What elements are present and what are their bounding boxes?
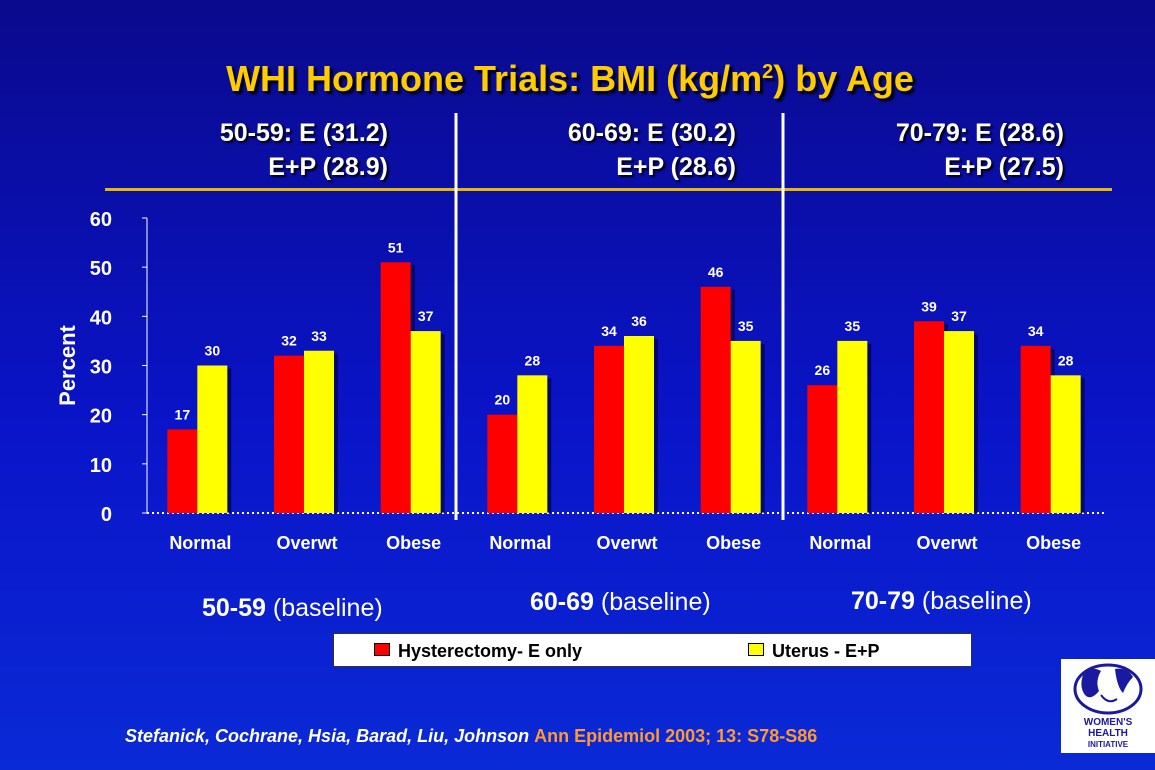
bar [807, 385, 838, 513]
bar [594, 345, 624, 513]
group-bmi-ep: E+P (27.5) [944, 153, 1064, 181]
baseline-label-50-59: 50-59 (baseline) [202, 594, 383, 622]
bar [197, 365, 228, 513]
data-label: 28 [1058, 352, 1074, 368]
bar [624, 336, 654, 513]
bar [1050, 375, 1081, 513]
bar [914, 321, 944, 513]
data-label: 34 [1028, 323, 1044, 339]
group-header-50-59: 50-59: E (31.2) E+P (28.9) [88, 116, 388, 184]
bar [944, 331, 974, 513]
bmi-bar-chart: 0 10 20 30 40 50 60 Percent 17 30 Normal 32 33 Overwt… [55, 209, 1085, 553]
baseline-label-70-79: 70-79 (baseline) [851, 587, 1032, 615]
data-label: 20 [495, 392, 511, 408]
data-label: 28 [525, 352, 541, 368]
data-label: 17 [175, 406, 191, 422]
data-label: 37 [418, 308, 434, 324]
x-tick-label: Normal [809, 533, 871, 553]
x-tick-label: Normal [489, 533, 551, 553]
group-bmi-ep: E+P (28.6) [616, 153, 736, 181]
group-bmi-ep: E+P (28.9) [268, 153, 388, 181]
data-label: 30 [205, 343, 221, 359]
data-label: 32 [281, 333, 297, 349]
y-tick-label: 10 [90, 455, 112, 477]
bar [700, 286, 731, 513]
legend-swatch-red [374, 643, 390, 656]
legend-swatch-yellow [748, 643, 764, 656]
citation: Stefanick, Cochrane, Hsia, Barad, Liu, J… [125, 726, 817, 747]
x-tick-label: Obese [706, 533, 761, 553]
logo-line2: HEALTH [1088, 728, 1128, 739]
baseline-label-60-69: 60-69 (baseline) [530, 588, 711, 616]
group-bmi-e: 50-59: E (31.2) [219, 119, 388, 147]
bar [730, 340, 761, 513]
chart-legend: Hysterectomy- E only Uterus - E+P [333, 633, 972, 667]
data-label: 39 [921, 298, 937, 314]
data-label: 37 [951, 308, 967, 324]
citation-journal: Ann Epidemiol 2003; 13: S78-S86 [534, 726, 818, 746]
citation-authors: Stefanick, Cochrane, Hsia, Barad, Liu, J… [125, 726, 530, 746]
y-tick-label: 0 [101, 504, 112, 526]
x-tick-label: Obese [386, 533, 441, 553]
bar [517, 375, 548, 513]
bar [167, 429, 198, 513]
y-tick-label: 60 [90, 209, 112, 231]
data-label: 35 [738, 318, 754, 334]
group-bmi-e: 70-79: E (28.6) [895, 119, 1064, 147]
data-label: 35 [845, 318, 861, 334]
whi-logo: WOMEN'S HEALTH INITIATIVE [1061, 659, 1155, 753]
y-axis-label: Percent [55, 324, 80, 405]
bar [304, 350, 334, 513]
bar [487, 414, 518, 513]
x-tick-label: Overwt [596, 533, 657, 553]
data-label: 51 [388, 239, 404, 255]
data-label: 33 [311, 328, 327, 344]
legend-item-e-p: Uterus - E+P [748, 641, 880, 662]
group-header-60-69: 60-69: E (30.2) E+P (28.6) [436, 116, 736, 184]
logo-line1: WOMEN'S [1084, 717, 1133, 728]
bar [274, 355, 304, 513]
data-label: 34 [601, 323, 617, 339]
header-divider [105, 188, 1112, 191]
data-label: 36 [631, 313, 647, 329]
bar [380, 262, 411, 513]
data-label: 26 [815, 362, 831, 378]
y-tick-label: 40 [90, 307, 112, 329]
y-tick-label: 30 [90, 357, 112, 379]
bar [1020, 345, 1051, 513]
bar [410, 331, 441, 513]
legend-item-e-only: Hysterectomy- E only [374, 641, 582, 662]
whi-logo-icon: WOMEN'S HEALTH INITIATIVE [1073, 663, 1143, 749]
page-title: WHI Hormone Trials: BMI (kg/m2) by Age [226, 58, 914, 99]
x-tick-label: Obese [1026, 533, 1081, 553]
group-header-70-79: 70-79: E (28.6) E+P (27.5) [764, 116, 1064, 184]
bar [837, 340, 868, 513]
y-tick-label: 50 [90, 258, 112, 280]
data-label: 46 [708, 264, 724, 280]
logo-line3: INITIATIVE [1088, 740, 1129, 749]
group-bmi-e: 60-69: E (30.2) [567, 119, 736, 147]
x-tick-label: Normal [169, 533, 231, 553]
y-tick-label: 20 [90, 406, 112, 428]
x-tick-label: Overwt [916, 533, 977, 553]
x-tick-label: Overwt [276, 533, 337, 553]
